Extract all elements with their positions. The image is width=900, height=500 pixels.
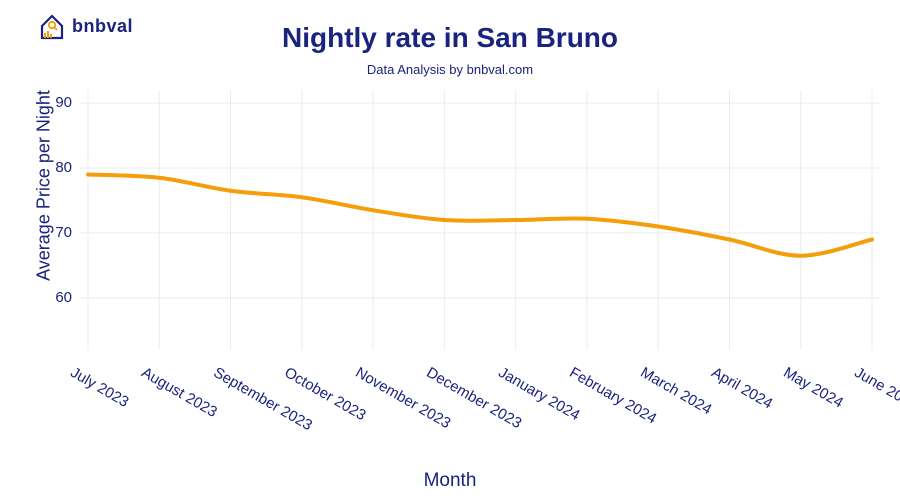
chart-svg	[80, 90, 880, 350]
y-axis-title: Average Price per Night	[34, 86, 55, 286]
x-axis-title: Month	[0, 470, 900, 492]
x-tick-label: June 2024	[852, 364, 900, 414]
x-tick-label: May 2024	[780, 364, 846, 412]
data-line	[88, 175, 872, 256]
x-tick-label: July 2023	[68, 364, 132, 411]
y-tick-label: 80	[42, 159, 72, 176]
x-tick-label: April 2024	[709, 364, 776, 412]
x-tick-label: August 2023	[139, 364, 220, 421]
chart-subtitle: Data Analysis by bnbval.com	[0, 62, 900, 77]
y-tick-label: 90	[42, 94, 72, 111]
y-tick-label: 70	[42, 224, 72, 241]
chart-plot-area	[80, 90, 880, 350]
chart-title: Nightly rate in San Bruno	[0, 22, 900, 54]
y-tick-label: 60	[42, 289, 72, 306]
